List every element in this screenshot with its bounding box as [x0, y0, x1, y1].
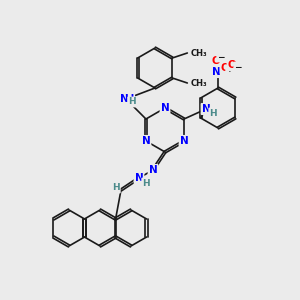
- Text: CH₃: CH₃: [190, 79, 207, 88]
- Text: N: N: [202, 104, 210, 114]
- Text: NH: NH: [118, 94, 134, 104]
- Text: N: N: [120, 94, 128, 104]
- Text: H: H: [209, 109, 217, 118]
- Text: N: N: [160, 103, 169, 113]
- Text: H: H: [142, 178, 150, 188]
- Text: N: N: [148, 165, 158, 175]
- Text: N: N: [142, 136, 150, 146]
- Text: H: H: [112, 184, 120, 193]
- Text: O: O: [212, 56, 220, 66]
- Text: H: H: [128, 98, 136, 106]
- Text: N: N: [135, 173, 143, 183]
- Text: −: −: [217, 52, 225, 62]
- Text: +: +: [226, 65, 234, 74]
- Text: O: O: [228, 60, 236, 70]
- Text: N: N: [180, 136, 188, 146]
- Text: CH₃: CH₃: [190, 49, 207, 58]
- Text: O: O: [220, 63, 230, 73]
- Text: −: −: [234, 62, 242, 71]
- Text: N: N: [212, 67, 220, 77]
